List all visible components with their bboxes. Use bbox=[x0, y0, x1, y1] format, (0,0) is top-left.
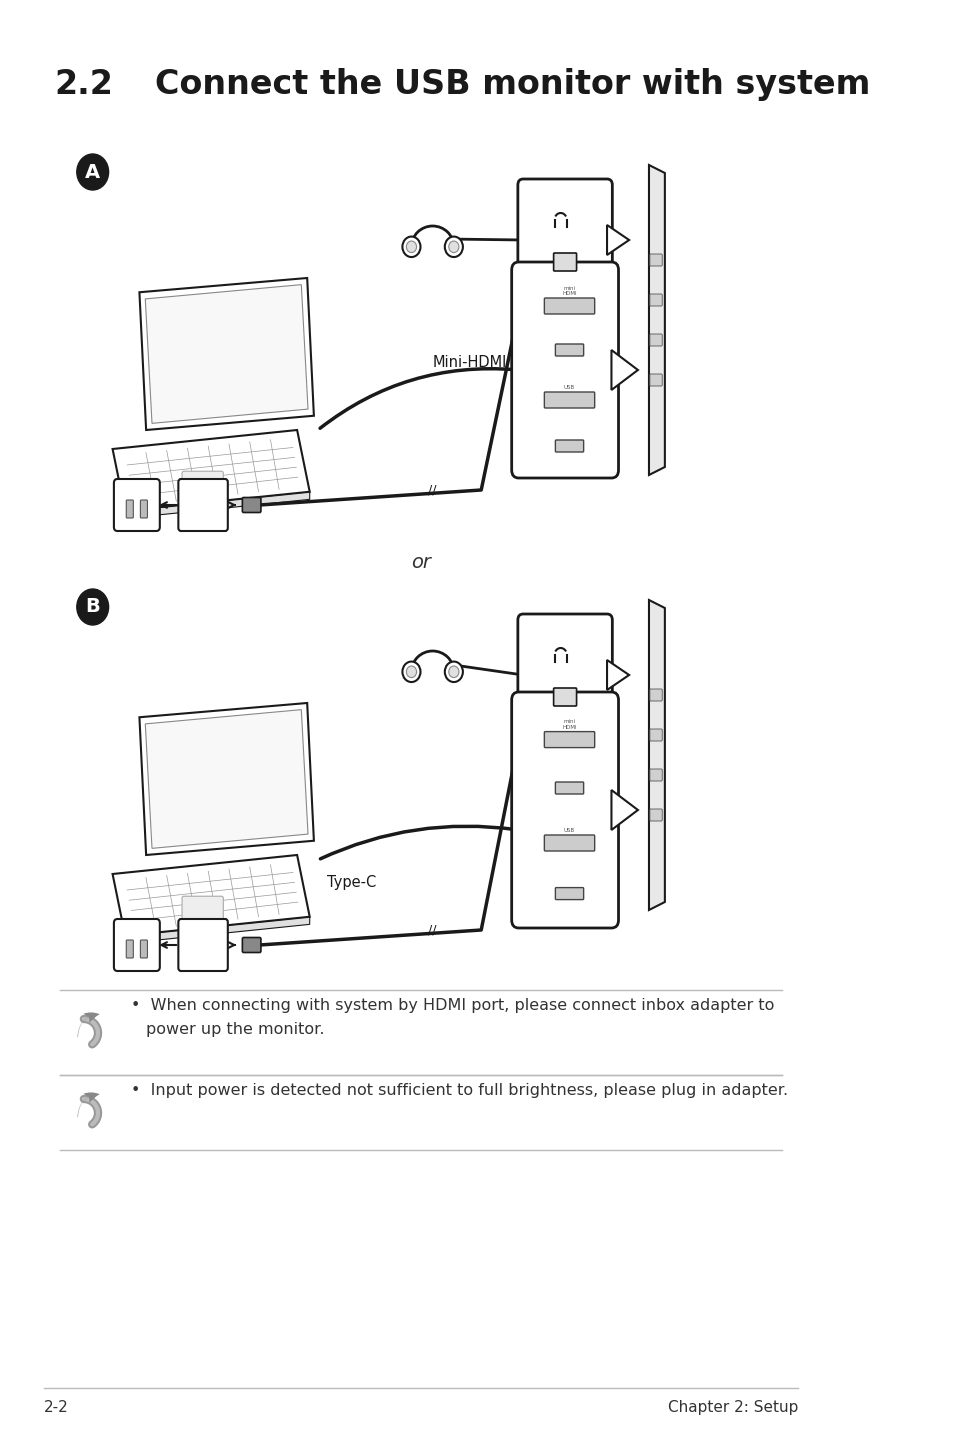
FancyBboxPatch shape bbox=[182, 896, 223, 928]
FancyBboxPatch shape bbox=[182, 472, 223, 502]
FancyBboxPatch shape bbox=[140, 500, 148, 518]
Text: Connect the USB monitor with system: Connect the USB monitor with system bbox=[154, 68, 869, 101]
FancyBboxPatch shape bbox=[649, 810, 661, 821]
FancyBboxPatch shape bbox=[178, 919, 228, 971]
Text: USB: USB bbox=[563, 385, 575, 390]
FancyArrowPatch shape bbox=[77, 1093, 99, 1117]
Text: Mini-HDMI: Mini-HDMI bbox=[433, 355, 506, 370]
Circle shape bbox=[77, 590, 109, 626]
FancyBboxPatch shape bbox=[242, 498, 260, 512]
FancyBboxPatch shape bbox=[126, 500, 133, 518]
FancyBboxPatch shape bbox=[555, 344, 583, 357]
FancyBboxPatch shape bbox=[649, 769, 661, 781]
FancyBboxPatch shape bbox=[113, 919, 160, 971]
Circle shape bbox=[406, 242, 416, 253]
Text: Type-C: Type-C bbox=[326, 874, 375, 890]
Polygon shape bbox=[112, 430, 310, 510]
Polygon shape bbox=[125, 492, 310, 518]
Polygon shape bbox=[648, 165, 664, 475]
FancyBboxPatch shape bbox=[544, 298, 594, 313]
FancyBboxPatch shape bbox=[140, 940, 148, 958]
Text: //: // bbox=[428, 923, 436, 936]
Text: power up the monitor.: power up the monitor. bbox=[146, 1022, 324, 1037]
FancyBboxPatch shape bbox=[242, 938, 260, 952]
FancyBboxPatch shape bbox=[113, 479, 160, 531]
Text: A: A bbox=[85, 162, 100, 181]
FancyBboxPatch shape bbox=[649, 689, 661, 700]
Circle shape bbox=[402, 237, 420, 257]
Polygon shape bbox=[606, 660, 628, 690]
FancyBboxPatch shape bbox=[553, 253, 576, 270]
FancyBboxPatch shape bbox=[544, 835, 594, 851]
Text: B: B bbox=[85, 598, 100, 617]
FancyBboxPatch shape bbox=[126, 940, 133, 958]
FancyBboxPatch shape bbox=[517, 614, 612, 736]
FancyBboxPatch shape bbox=[649, 293, 661, 306]
FancyBboxPatch shape bbox=[517, 178, 612, 301]
FancyBboxPatch shape bbox=[511, 262, 618, 477]
FancyBboxPatch shape bbox=[555, 440, 583, 452]
Text: Chapter 2: Setup: Chapter 2: Setup bbox=[667, 1401, 798, 1415]
FancyBboxPatch shape bbox=[555, 887, 583, 900]
FancyBboxPatch shape bbox=[649, 334, 661, 347]
Circle shape bbox=[406, 666, 416, 677]
FancyBboxPatch shape bbox=[511, 692, 618, 928]
Text: mini
HDMI: mini HDMI bbox=[561, 719, 577, 729]
Text: USB: USB bbox=[563, 828, 575, 833]
Polygon shape bbox=[125, 917, 310, 943]
Text: or: or bbox=[411, 552, 431, 571]
Polygon shape bbox=[139, 278, 314, 430]
Text: •  When connecting with system by HDMI port, please connect inbox adapter to: • When connecting with system by HDMI po… bbox=[131, 998, 773, 1012]
Polygon shape bbox=[611, 789, 638, 830]
Polygon shape bbox=[145, 709, 308, 848]
Polygon shape bbox=[145, 285, 308, 423]
FancyBboxPatch shape bbox=[544, 393, 594, 408]
Circle shape bbox=[444, 661, 462, 682]
Circle shape bbox=[448, 666, 458, 677]
Polygon shape bbox=[648, 600, 664, 910]
Polygon shape bbox=[139, 703, 314, 856]
Polygon shape bbox=[112, 856, 310, 936]
FancyBboxPatch shape bbox=[544, 732, 594, 748]
FancyBboxPatch shape bbox=[649, 255, 661, 266]
FancyBboxPatch shape bbox=[555, 782, 583, 794]
Circle shape bbox=[444, 237, 462, 257]
Text: 2.2: 2.2 bbox=[54, 68, 113, 101]
FancyBboxPatch shape bbox=[553, 687, 576, 706]
Circle shape bbox=[77, 154, 109, 190]
Text: 2-2: 2-2 bbox=[44, 1401, 69, 1415]
Text: •  Input power is detected not sufficient to full brightness, please plug in ada: • Input power is detected not sufficient… bbox=[131, 1083, 787, 1099]
Circle shape bbox=[448, 242, 458, 253]
FancyBboxPatch shape bbox=[649, 729, 661, 741]
Polygon shape bbox=[606, 224, 628, 255]
FancyArrowPatch shape bbox=[77, 1012, 99, 1037]
Text: //: // bbox=[428, 483, 436, 496]
Text: mini
HDMI: mini HDMI bbox=[561, 286, 577, 296]
Polygon shape bbox=[611, 349, 638, 390]
FancyBboxPatch shape bbox=[178, 479, 228, 531]
FancyBboxPatch shape bbox=[649, 374, 661, 385]
Circle shape bbox=[402, 661, 420, 682]
